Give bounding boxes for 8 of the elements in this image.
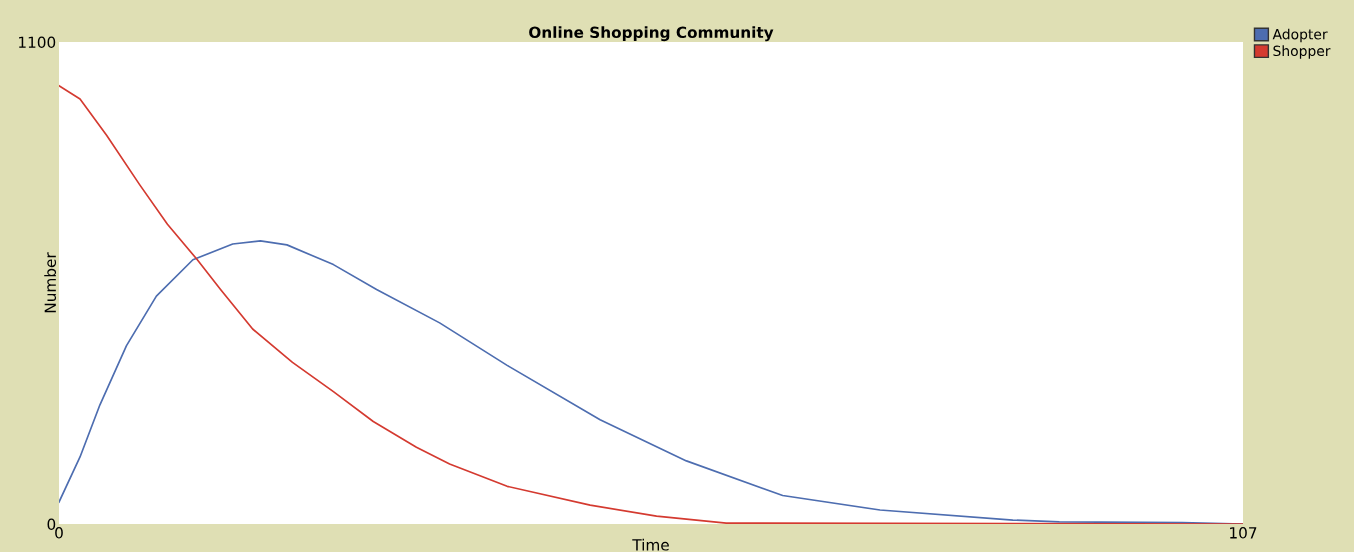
x-axis-title: Time (632, 538, 669, 551)
line-series (59, 84, 1243, 524)
legend-label: Adopter (1272, 28, 1328, 43)
y-axis-title: Number (44, 252, 57, 313)
y-tick-label: 1100 (19, 36, 56, 49)
chart-title: Online Shopping Community (529, 26, 774, 42)
x-tick-label: 107 (1230, 527, 1257, 539)
legend-label: Shopper (1273, 45, 1331, 59)
